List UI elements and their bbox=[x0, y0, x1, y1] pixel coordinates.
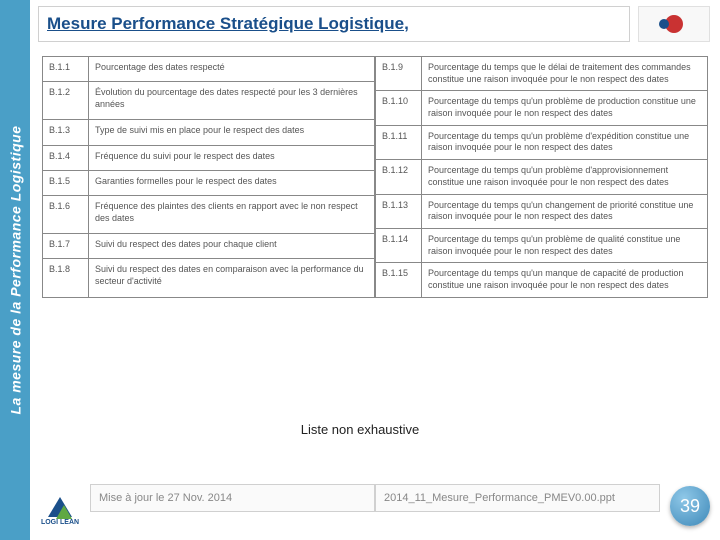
footer: Mise à jour le 27 Nov. 2014 2014_11_Mesu… bbox=[90, 484, 660, 512]
row-text: Pourcentage du temps qu'un problème d'ap… bbox=[422, 160, 708, 194]
sidebar: La mesure de la Performance Logistique bbox=[0, 0, 30, 540]
row-text: Pourcentage du temps qu'un problème de q… bbox=[422, 228, 708, 262]
table-row: B.1.8Suivi du respect des dates en compa… bbox=[43, 259, 375, 297]
row-code: B.1.11 bbox=[376, 125, 422, 159]
table-row: B.1.3Type de suivi mis en place pour le … bbox=[43, 120, 375, 145]
row-code: B.1.6 bbox=[43, 196, 89, 234]
logilean-icon bbox=[48, 497, 72, 517]
row-text: Pourcentage du temps qu'un changement de… bbox=[422, 194, 708, 228]
row-code: B.1.7 bbox=[43, 234, 89, 259]
row-text: Type de suivi mis en place pour le respe… bbox=[89, 120, 375, 145]
row-code: B.1.1 bbox=[43, 57, 89, 82]
row-text: Évolution du pourcentage des dates respe… bbox=[89, 82, 375, 120]
table-left: B.1.1Pourcentage des dates respectéB.1.2… bbox=[42, 56, 375, 298]
table-caption: Liste non exhaustive bbox=[0, 422, 720, 437]
table-row: B.1.7Suivi du respect des dates pour cha… bbox=[43, 234, 375, 259]
row-text: Pourcentage du temps qu'un manque de cap… bbox=[422, 263, 708, 297]
row-code: B.1.10 bbox=[376, 91, 422, 125]
row-code: B.1.3 bbox=[43, 120, 89, 145]
row-code: B.1.8 bbox=[43, 259, 89, 297]
table-row: B.1.5Garanties formelles pour le respect… bbox=[43, 170, 375, 195]
row-code: B.1.9 bbox=[376, 57, 422, 91]
row-text: Fréquence des plaintes des clients en ra… bbox=[89, 196, 375, 234]
table-row: B.1.2Évolution du pourcentage des dates … bbox=[43, 82, 375, 120]
row-code: B.1.14 bbox=[376, 228, 422, 262]
indicators-table: B.1.1Pourcentage des dates respectéB.1.2… bbox=[42, 56, 708, 298]
table-row: B.1.6Fréquence des plaintes des clients … bbox=[43, 196, 375, 234]
row-code: B.1.2 bbox=[43, 82, 89, 120]
footer-filename: 2014_11_Mesure_Performance_PMEV0.00.ppt bbox=[375, 484, 660, 512]
row-text: Pourcentage du temps qu'un problème de p… bbox=[422, 91, 708, 125]
row-text: Suivi du respect des dates en comparaiso… bbox=[89, 259, 375, 297]
page-title: Mesure Performance Stratégique Logistiqu… bbox=[47, 14, 409, 34]
row-code: B.1.15 bbox=[376, 263, 422, 297]
row-code: B.1.12 bbox=[376, 160, 422, 194]
logilean-label: LOGI LEAN bbox=[41, 519, 79, 526]
row-text: Pourcentage du temps que le délai de tra… bbox=[422, 57, 708, 91]
footer-updated: Mise à jour le 27 Nov. 2014 bbox=[90, 484, 375, 512]
table-right: B.1.9Pourcentage du temps que le délai d… bbox=[375, 56, 708, 298]
table-row: B.1.1Pourcentage des dates respecté bbox=[43, 57, 375, 82]
table-row: B.1.4Fréquence du suivi pour le respect … bbox=[43, 145, 375, 170]
table-row: B.1.14Pourcentage du temps qu'un problèm… bbox=[376, 228, 708, 262]
row-code: B.1.5 bbox=[43, 170, 89, 195]
row-text: Suivi du respect des dates pour chaque c… bbox=[89, 234, 375, 259]
table-row: B.1.10Pourcentage du temps qu'un problèm… bbox=[376, 91, 708, 125]
table-row: B.1.12Pourcentage du temps qu'un problèm… bbox=[376, 160, 708, 194]
logilean-logo: LOGI LEAN bbox=[34, 480, 86, 526]
table-row: B.1.15Pourcentage du temps qu'un manque … bbox=[376, 263, 708, 297]
row-text: Pourcentage des dates respecté bbox=[89, 57, 375, 82]
cci-logo bbox=[638, 6, 710, 42]
row-text: Garanties formelles pour le respect des … bbox=[89, 170, 375, 195]
row-text: Pourcentage du temps qu'un problème d'ex… bbox=[422, 125, 708, 159]
row-code: B.1.13 bbox=[376, 194, 422, 228]
table-row: B.1.13Pourcentage du temps qu'un changem… bbox=[376, 194, 708, 228]
row-code: B.1.4 bbox=[43, 145, 89, 170]
table-row: B.1.9Pourcentage du temps que le délai d… bbox=[376, 57, 708, 91]
row-text: Fréquence du suivi pour le respect des d… bbox=[89, 145, 375, 170]
header: Mesure Performance Stratégique Logistiqu… bbox=[38, 6, 630, 42]
page-number-badge: 39 bbox=[670, 486, 710, 526]
sidebar-title: La mesure de la Performance Logistique bbox=[7, 126, 23, 415]
table-row: B.1.11Pourcentage du temps qu'un problèm… bbox=[376, 125, 708, 159]
cci-logo-icon bbox=[665, 15, 683, 33]
